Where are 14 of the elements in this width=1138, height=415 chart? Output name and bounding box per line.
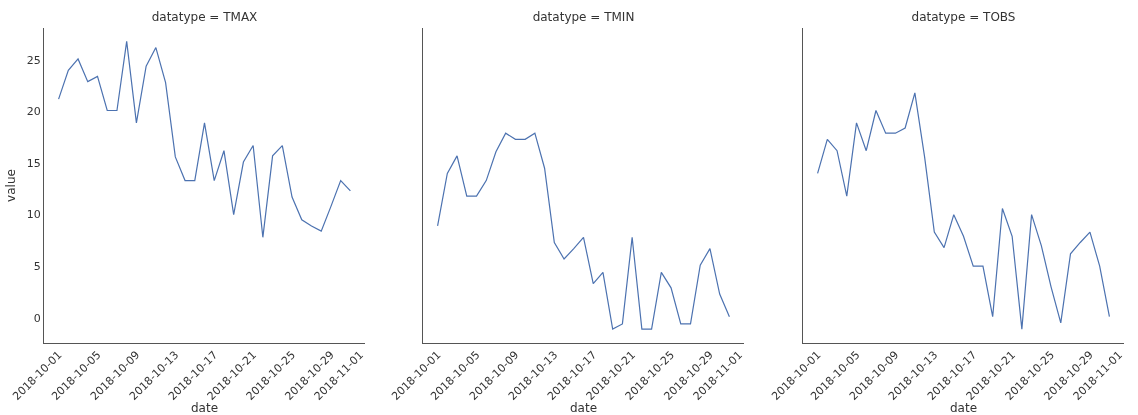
x-axis-title: date <box>570 401 598 415</box>
line-series <box>57 40 352 238</box>
y-axis-title: value <box>4 169 19 202</box>
chart-title: datatype = TOBS <box>911 9 1016 24</box>
x-axis-title: date <box>190 401 219 415</box>
x-axis-title: date <box>949 401 977 415</box>
y-tick-label: 15 <box>26 156 41 170</box>
y-tick-label: 5 <box>33 260 41 274</box>
y-tick-label: 10 <box>26 208 41 222</box>
y-tick-label: 25 <box>26 53 41 67</box>
y-tick-label: 20 <box>26 105 41 119</box>
chart-title: datatype = TMIN <box>532 9 635 24</box>
y-tick-label: 0 <box>33 311 41 325</box>
chart-title: datatype = TMAX <box>151 9 258 24</box>
